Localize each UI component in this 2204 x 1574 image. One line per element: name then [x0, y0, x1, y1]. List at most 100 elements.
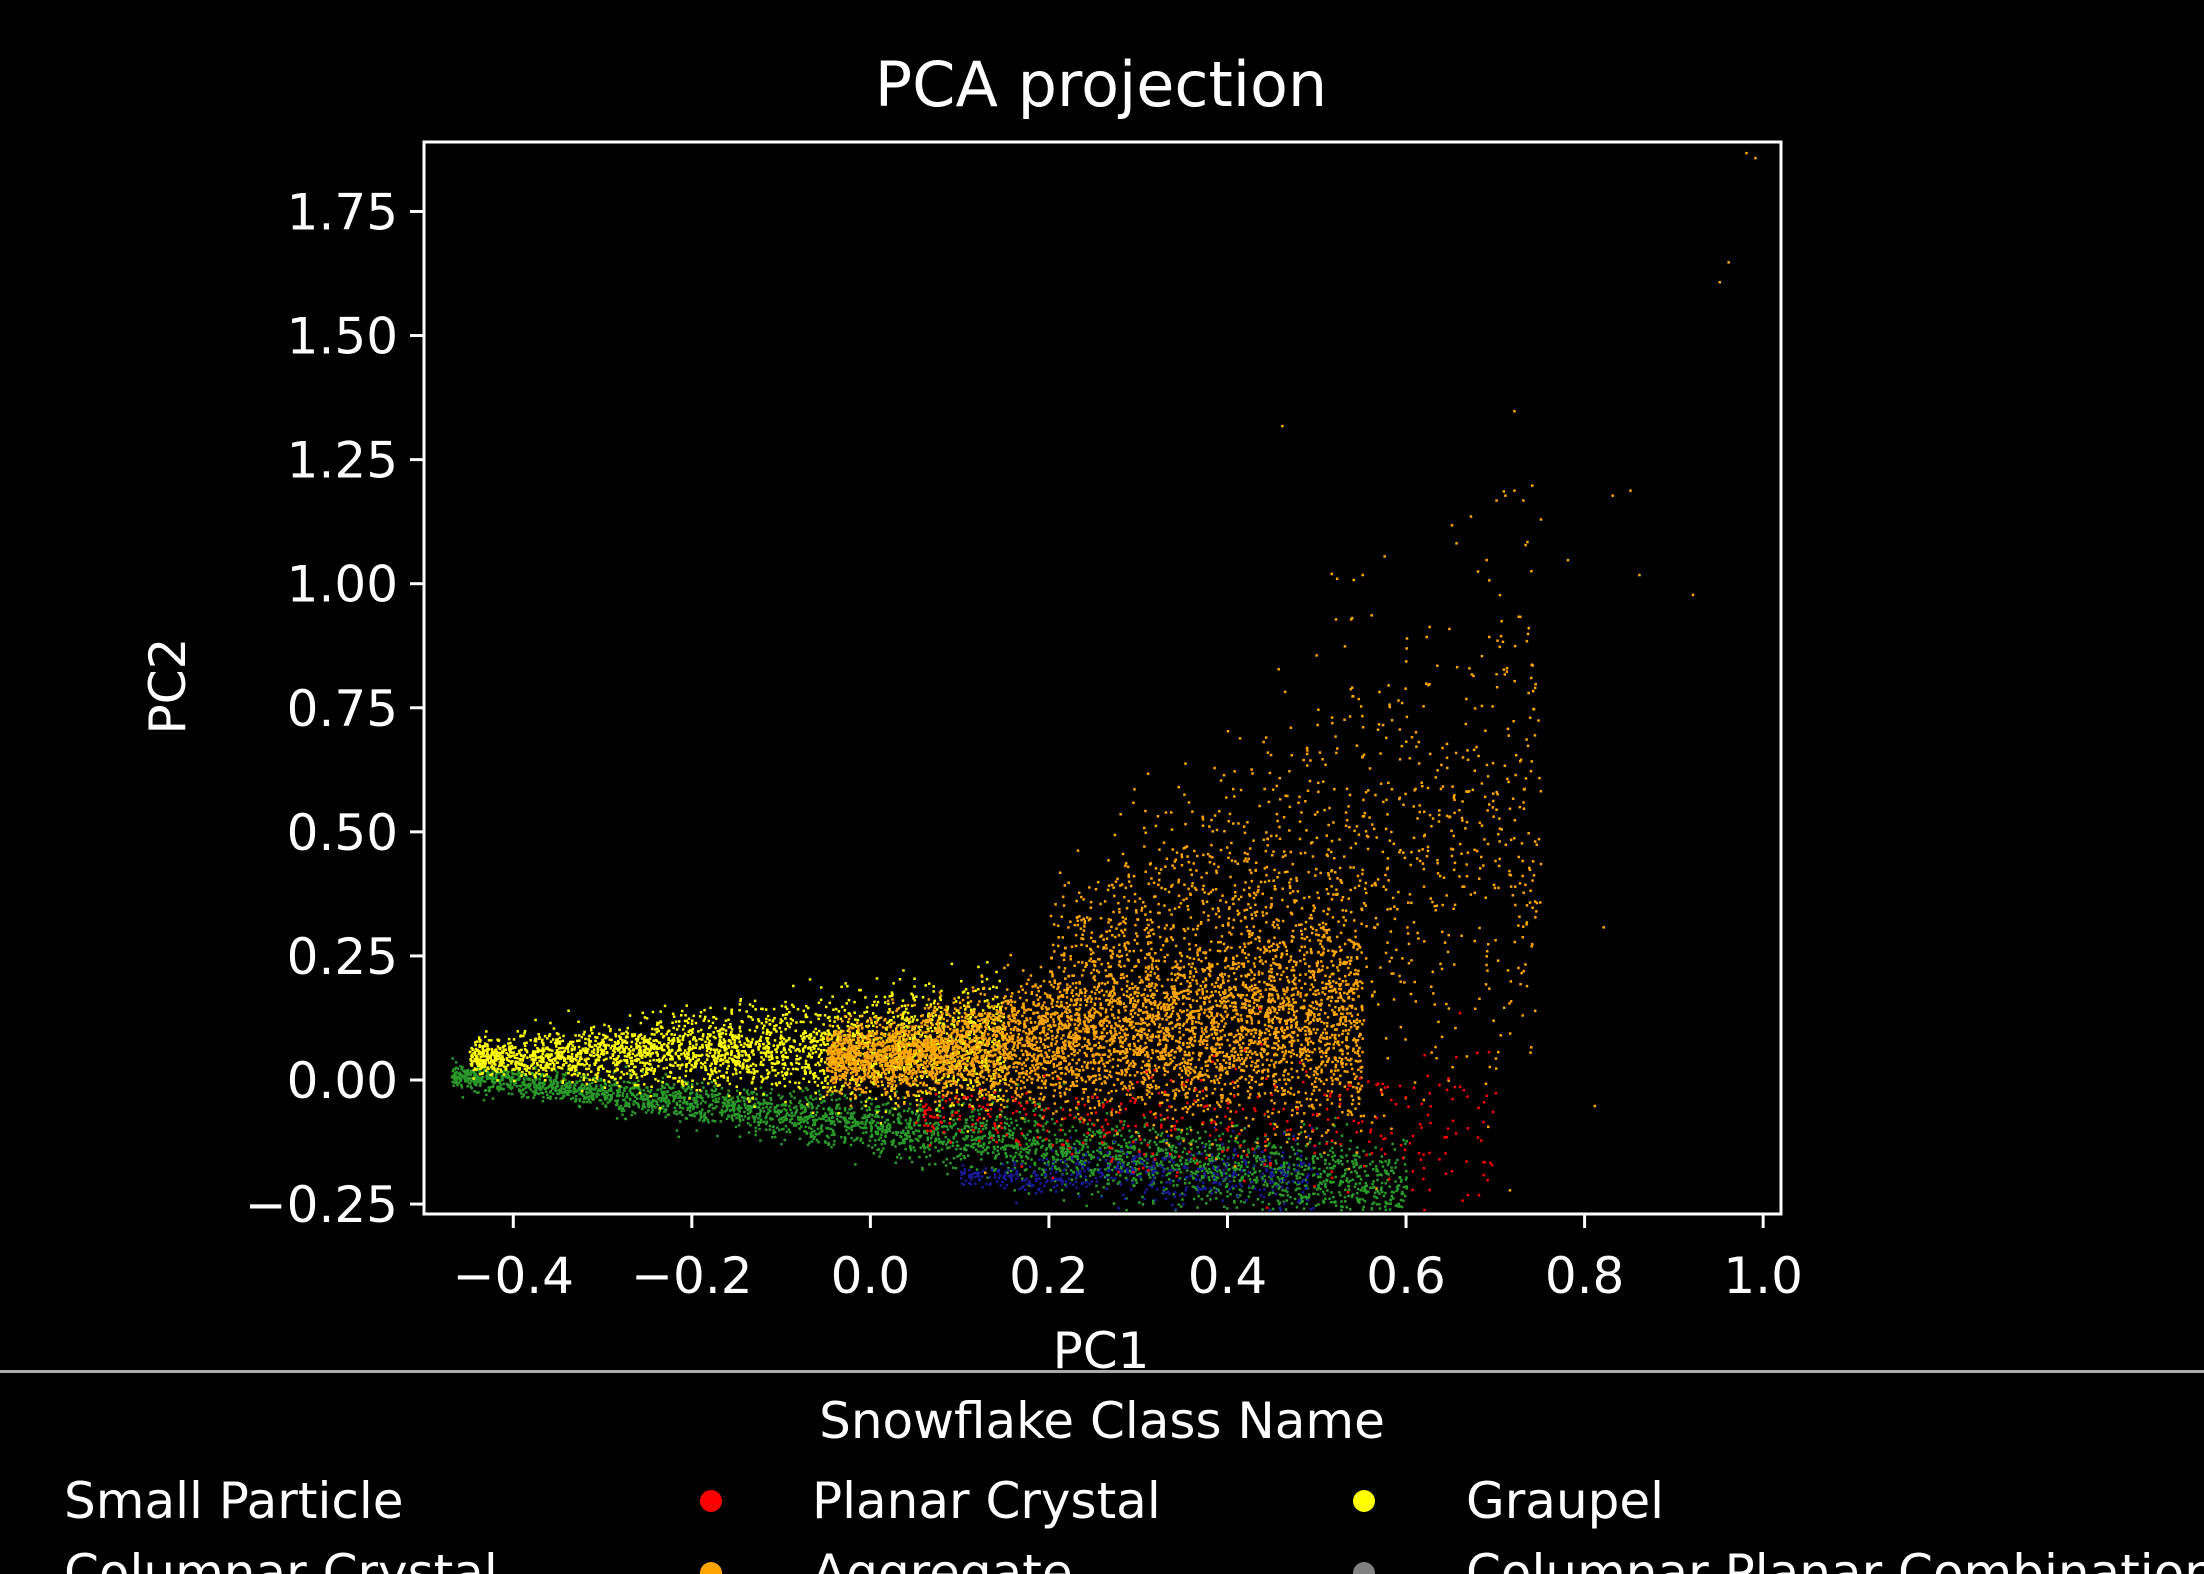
- scatter-point: [502, 1082, 505, 1086]
- scatter-point: [1402, 1199, 1405, 1202]
- scatter-point: [1009, 1133, 1012, 1137]
- scatter-point: [1375, 1188, 1378, 1192]
- scatter-point: [733, 1114, 736, 1117]
- scatter-point: [927, 1144, 930, 1147]
- scatter-point: [1033, 1170, 1037, 1173]
- scatter-point: [814, 1132, 817, 1136]
- scatter-point: [714, 1087, 718, 1091]
- scatter-point: [1236, 1173, 1240, 1177]
- scatter-point: [675, 1129, 679, 1132]
- scatter-point: [1082, 1153, 1085, 1156]
- scatter-point: [675, 1103, 679, 1107]
- scatter-point: [813, 1135, 816, 1139]
- scatter-point: [1318, 1167, 1321, 1171]
- scatter-point: [963, 1146, 966, 1150]
- scatter-point: [802, 1119, 805, 1122]
- scatter-point: [868, 1139, 872, 1142]
- scatter-point: [1182, 1203, 1185, 1206]
- scatter-point: [951, 1166, 955, 1169]
- scatter-point: [472, 1079, 476, 1082]
- scatter-point: [802, 1120, 806, 1124]
- scatter-point: [942, 1023, 946, 1027]
- scatter-point: [962, 1102, 965, 1105]
- scatter-point: [910, 992, 913, 995]
- scatter-point: [587, 1087, 591, 1091]
- scatter-point: [726, 1067, 729, 1070]
- scatter-point: [1190, 1170, 1193, 1174]
- scatter-point: [897, 1105, 901, 1109]
- scatter-point: [1013, 1127, 1016, 1130]
- scatter-point: [1135, 1138, 1138, 1141]
- scatter-point: [1057, 1167, 1061, 1170]
- scatter-point: [652, 1105, 656, 1108]
- scatter-point: [1339, 1179, 1343, 1183]
- scatter-point: [1306, 1199, 1310, 1202]
- scatter-point: [1170, 1146, 1174, 1149]
- scatter-point: [916, 1040, 920, 1043]
- scatter-point: [525, 1075, 528, 1078]
- scatter-point: [1112, 1142, 1115, 1145]
- scatter-point: [635, 1083, 638, 1087]
- scatter-point: [591, 1098, 595, 1102]
- scatter-point: [843, 1093, 847, 1097]
- scatter-point: [1075, 1166, 1078, 1169]
- scatter-point: [1044, 1173, 1047, 1176]
- scatter-point: [1076, 1172, 1079, 1175]
- scatter-point: [811, 1115, 815, 1118]
- scatter-point: [874, 1112, 878, 1116]
- scatter-point: [703, 1112, 706, 1115]
- scatter-point: [1171, 1144, 1175, 1148]
- scatter-point: [1107, 1169, 1110, 1173]
- scatter-point: [847, 998, 851, 1002]
- scatter-point: [1389, 1169, 1393, 1173]
- scatter-point: [707, 1041, 711, 1045]
- scatter-point: [655, 1059, 659, 1062]
- scatter-point: [766, 1112, 769, 1116]
- scatter-point: [584, 1042, 587, 1045]
- scatter-point: [1185, 1152, 1189, 1156]
- scatter-point: [1048, 1145, 1051, 1148]
- scatter-point: [644, 1094, 647, 1097]
- scatter-point: [769, 1092, 772, 1095]
- scatter-point: [850, 1128, 853, 1132]
- scatter-point: [996, 1127, 999, 1130]
- scatter-point: [737, 1056, 740, 1059]
- scatter-point: [1087, 1128, 1091, 1131]
- scatter-point: [639, 1089, 642, 1092]
- scatter-point: [691, 1105, 695, 1108]
- scatter-point: [1329, 1180, 1332, 1183]
- scatter-point: [1218, 1181, 1221, 1185]
- scatter-point: [929, 1036, 932, 1039]
- scatter-point: [823, 1061, 827, 1064]
- scatter-point: [764, 1008, 768, 1011]
- scatter-point: [603, 1086, 607, 1089]
- scatter-point: [997, 1152, 1001, 1155]
- scatter-point: [1396, 1184, 1400, 1187]
- scatter-point: [1179, 1131, 1183, 1134]
- scatter-point: [924, 1035, 927, 1038]
- scatter-point: [626, 1052, 630, 1056]
- scatter-point: [1098, 1142, 1101, 1145]
- scatter-point: [459, 1078, 463, 1082]
- scatter-point: [472, 1068, 476, 1072]
- scatter-point: [799, 1099, 802, 1103]
- scatter-point: [829, 1093, 833, 1097]
- scatter-point: [1312, 1159, 1315, 1163]
- scatter-point: [911, 1111, 914, 1115]
- scatter-point: [620, 1108, 623, 1111]
- scatter-point: [1128, 1129, 1131, 1133]
- scatter-point: [684, 1101, 687, 1104]
- scatter-point: [968, 1181, 971, 1185]
- scatter-point: [1304, 1164, 1307, 1167]
- scatter-point: [1131, 1158, 1134, 1162]
- scatter-point: [682, 1086, 685, 1090]
- scatter-point: [1156, 1172, 1159, 1175]
- scatter-point: [755, 1093, 759, 1096]
- scatter-point: [786, 1112, 789, 1115]
- scatter-point: [1119, 1171, 1122, 1174]
- scatter-point: [810, 1131, 814, 1134]
- scatter-point: [550, 1067, 554, 1071]
- scatter-point: [977, 988, 980, 991]
- scatter-point: [541, 1099, 545, 1103]
- scatter-point: [793, 1124, 796, 1127]
